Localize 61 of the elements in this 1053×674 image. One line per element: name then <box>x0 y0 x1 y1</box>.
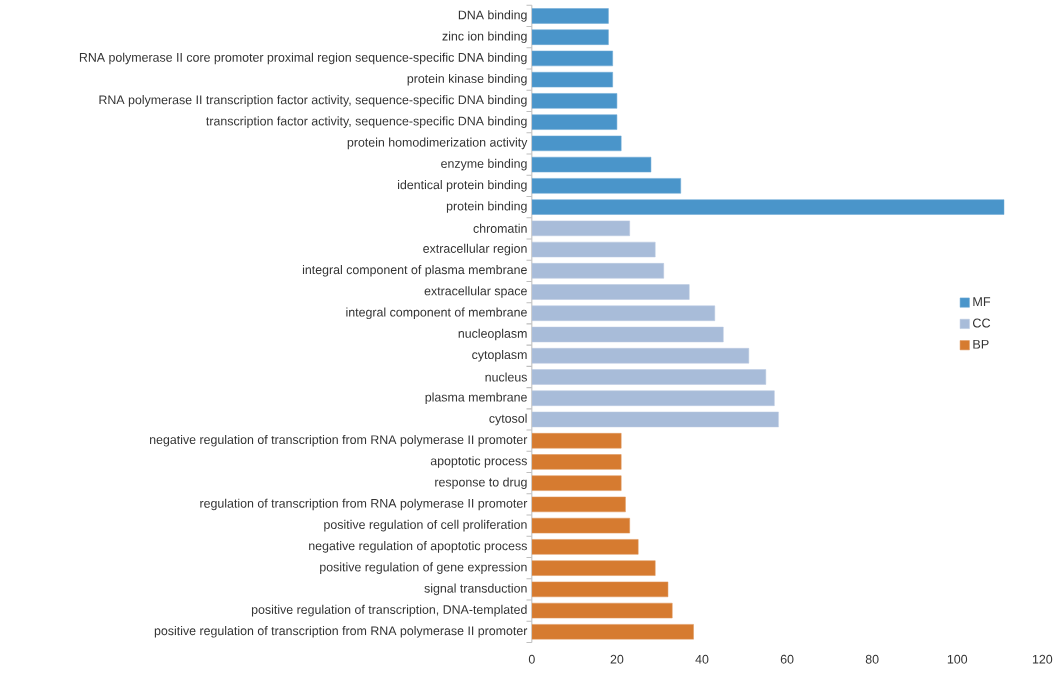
bar <box>531 475 622 491</box>
y-tick-label: extracellular space <box>424 286 527 298</box>
bar <box>531 305 716 321</box>
y-tick-label: integral component of plasma membrane <box>302 264 527 277</box>
y-tick-label: cytoplasm <box>472 349 527 362</box>
bar <box>531 29 609 45</box>
x-tick-label: 0 <box>528 654 535 664</box>
y-tick-label: zinc ion binding <box>442 31 527 43</box>
y-tick-label: regulation of transcription from RNA polymerase II promoter <box>200 498 528 510</box>
y-tick-label: protein binding <box>446 201 527 213</box>
bar <box>531 454 622 470</box>
y-tick-label: negative regulation of transcription from RNA polymerase II promoter <box>150 434 528 447</box>
bar <box>531 284 690 300</box>
x-tick-label: 60 <box>780 654 794 664</box>
y-tick-label: enzyme binding <box>441 158 527 171</box>
bar <box>531 92 618 109</box>
x-tick-label: 100 <box>947 654 968 664</box>
bar <box>531 156 652 173</box>
bar <box>531 8 609 24</box>
y-tick-label: positive regulation of gene expression <box>320 562 527 574</box>
bar <box>531 262 664 279</box>
y-tick-label: chromatin <box>473 223 527 233</box>
bar <box>531 177 681 194</box>
bar <box>531 390 775 406</box>
legend-label: CC <box>972 318 991 328</box>
y-tick-label: identical protein binding <box>398 179 527 192</box>
y-tick-label: protein kinase binding <box>407 73 527 86</box>
y-tick-label: negative regulation of apoptotic process <box>309 540 527 553</box>
bar <box>531 199 1005 215</box>
x-tick-label: 40 <box>695 654 709 664</box>
y-tick-label: nucleoplasm <box>458 328 527 341</box>
y-tick-label: positive regulation of cell proliferation <box>324 519 527 532</box>
bar <box>531 623 694 640</box>
y-tick-label: plasma membrane <box>425 392 527 404</box>
y-tick-label: DNA binding <box>458 9 527 22</box>
y-tick-label: integral component of membrane <box>346 307 527 319</box>
x-tick-label: 120 <box>1032 654 1053 664</box>
y-tick-label: positive regulation of transcription, DNA-templated <box>251 604 527 617</box>
y-tick-label: response to drug <box>435 477 527 489</box>
bar <box>531 114 618 130</box>
y-tick-label: positive regulation of transcription from RNA polymerase II promoter <box>154 625 528 638</box>
legend-label: BP <box>973 339 989 349</box>
x-tick-label: 80 <box>865 654 879 664</box>
y-tick-label: apoptotic process <box>430 455 527 468</box>
y-tick-label: transcription factor activity, sequence-specific DNA binding <box>206 116 527 128</box>
bar <box>531 50 613 66</box>
bar <box>531 135 622 151</box>
y-tick-label: cytosol <box>489 413 527 426</box>
bar <box>531 560 656 576</box>
y-tick-label: extracellular region <box>423 243 527 256</box>
y-tick-label: RNA polymerase II core promoter proximal region sequence-specific DNA binding <box>79 52 527 64</box>
y-tick-label: signal transduction <box>424 583 527 595</box>
y-tick-label: nucleus <box>485 372 527 382</box>
bar <box>531 538 639 555</box>
x-tick-label: 20 <box>610 654 624 664</box>
bar <box>531 71 613 88</box>
y-tick-label: RNA polymerase II transcription factor activity, sequence-specific DNA binding <box>99 94 527 107</box>
y-tick-label: protein homodimerization activity <box>347 137 528 149</box>
bar <box>531 369 767 385</box>
bar <box>531 347 750 364</box>
legend-label: MF <box>973 297 991 306</box>
